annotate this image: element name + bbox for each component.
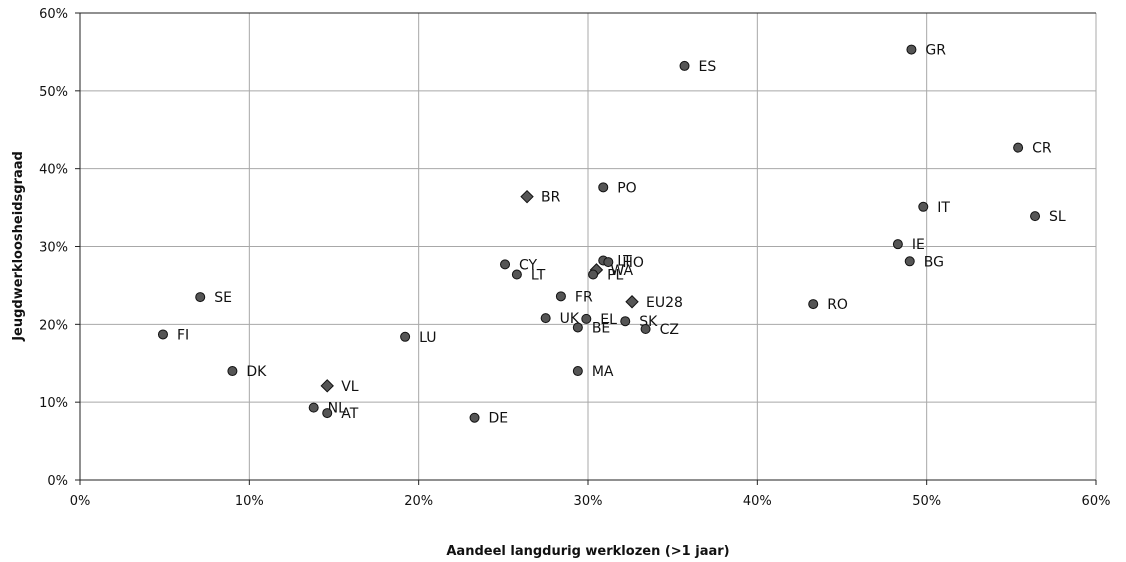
point-marker-be xyxy=(572,322,583,333)
point-marker-dk xyxy=(227,366,238,377)
point-label-fr: FR xyxy=(575,289,593,305)
point-label-eu28: EU28 xyxy=(646,295,683,311)
point-label-gr: GR xyxy=(925,43,946,59)
point-marker-se xyxy=(195,292,206,303)
x-tick-label: 60% xyxy=(1082,494,1111,509)
y-tick-label: 60% xyxy=(39,7,68,22)
point-marker-fr xyxy=(555,291,566,302)
point-marker-sl xyxy=(1030,211,1041,222)
point-marker-eu28 xyxy=(625,295,639,309)
point-label-br: BR xyxy=(541,190,561,206)
gridlines xyxy=(80,12,1097,480)
x-tick-label: 10% xyxy=(235,494,264,509)
point-marker-lu xyxy=(400,331,411,342)
point-label-wa: WA xyxy=(610,263,633,279)
axes xyxy=(75,12,1097,485)
point-label-cy: CY xyxy=(519,257,538,273)
point-label-es: ES xyxy=(699,59,717,75)
point-marker-bg xyxy=(904,256,915,267)
point-marker-vl xyxy=(320,379,334,393)
point-marker-de xyxy=(469,412,480,423)
point-label-lt: LT xyxy=(531,268,546,284)
point-marker-gr xyxy=(906,44,917,55)
point-label-nl: NL xyxy=(328,401,346,417)
point-marker-sk xyxy=(620,316,631,327)
point-label-el: EL xyxy=(600,312,617,328)
point-label-it: IT xyxy=(937,200,950,216)
x-tick-labels: 0% 10% 20% 30% 40% 50% 60% xyxy=(70,494,1111,509)
point-marker-ho xyxy=(603,257,614,268)
point-label-be: BE xyxy=(592,320,610,336)
point-marker-at xyxy=(322,408,333,419)
point-label-vl: VL xyxy=(341,379,359,395)
point-label-lt: LT xyxy=(617,254,632,270)
point-label-bg: BG xyxy=(924,254,944,270)
x-tick-label: 50% xyxy=(912,494,941,509)
point-label-po: PO xyxy=(617,180,636,196)
point-marker-fi xyxy=(157,329,168,340)
point-label-ma: MA xyxy=(592,364,614,380)
point-marker-ro xyxy=(808,299,819,310)
y-tick-label: 50% xyxy=(39,85,68,100)
point-label-lu: LU xyxy=(419,330,436,346)
x-tick-label: 40% xyxy=(743,494,772,509)
point-label-dk: DK xyxy=(246,364,267,380)
y-tick-label: 0% xyxy=(47,474,68,489)
point-label-pl: PL xyxy=(607,268,623,284)
point-label-se: SE xyxy=(214,290,232,306)
point-marker-ma xyxy=(572,366,583,377)
point-label-ho: HO xyxy=(622,255,644,271)
point-marker-br xyxy=(520,189,534,204)
point-marker-nl xyxy=(308,402,319,413)
y-tick-label: 30% xyxy=(39,241,68,256)
x-tick-label: 20% xyxy=(404,494,433,509)
y-tick-label: 10% xyxy=(39,396,68,411)
point-label-fi: FI xyxy=(177,327,189,343)
y-axis-title: Jeugdwerkloosheidsgraad xyxy=(11,151,26,342)
point-marker-lt xyxy=(511,269,522,280)
point-label-at: AT xyxy=(341,406,358,422)
y-tick-labels: 0% 10% 20% 30% 40% 50% 60% xyxy=(39,7,68,489)
point-marker-cr xyxy=(1013,142,1024,153)
point-marker-uk xyxy=(540,313,551,324)
point-marker-pl xyxy=(588,269,599,280)
x-axis-title: Aandeel langdurig werklozen (>1 jaar) xyxy=(446,544,729,559)
point-label-cz: CZ xyxy=(660,322,679,338)
point-label-ie: IE xyxy=(912,237,925,253)
point-label-ro: RO xyxy=(827,297,848,313)
y-tick-label: 40% xyxy=(39,163,68,178)
point-marker-cy xyxy=(500,259,511,270)
point-marker-es xyxy=(679,60,690,71)
y-tick-label: 20% xyxy=(39,318,68,333)
point-label-uk: UK xyxy=(560,311,580,327)
point-marker-it xyxy=(918,201,929,212)
x-tick-label: 0% xyxy=(70,494,91,509)
point-marker-ie xyxy=(892,239,903,250)
point-label-cr: CR xyxy=(1032,141,1052,157)
point-label-de: DE xyxy=(489,411,509,427)
x-tick-label: 30% xyxy=(574,494,603,509)
point-label-sl: SL xyxy=(1049,209,1066,225)
point-marker-el xyxy=(581,313,592,324)
point-marker-cz xyxy=(640,324,651,335)
point-marker-po xyxy=(598,182,609,193)
